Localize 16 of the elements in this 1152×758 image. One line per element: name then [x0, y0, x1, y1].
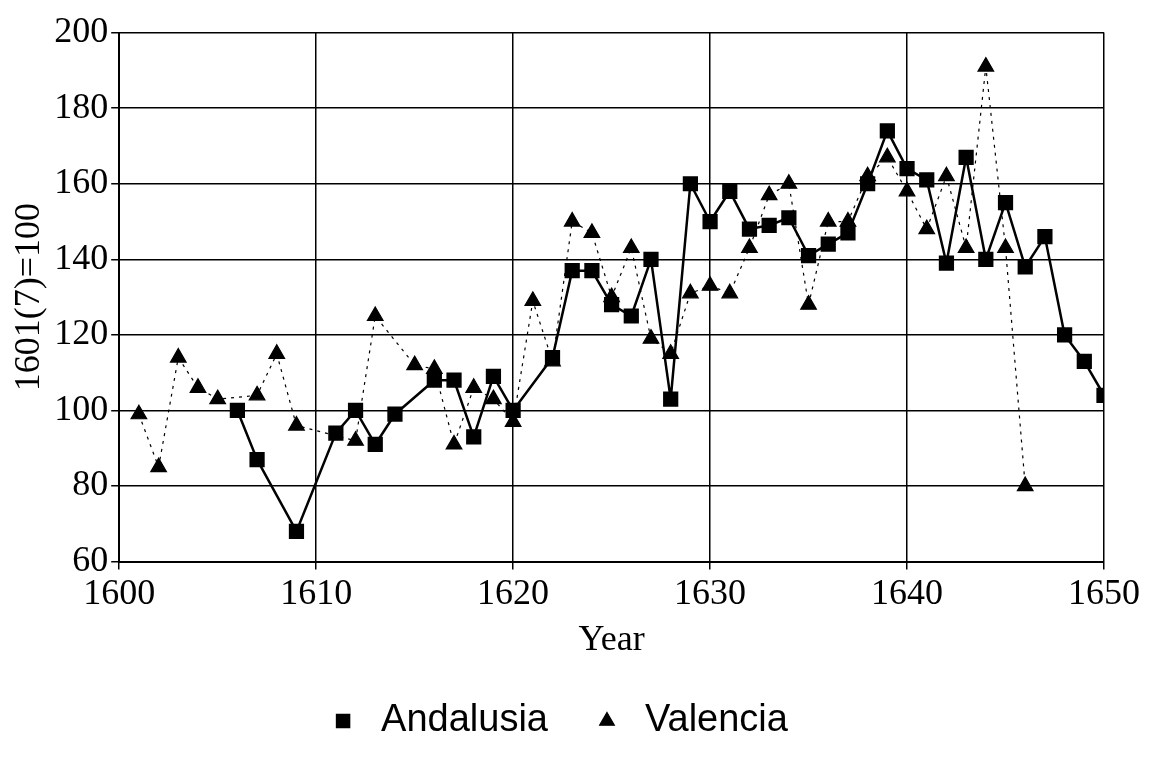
legend-label: Valencia [644, 697, 789, 740]
x-tick-label: 1650 [1068, 571, 1140, 612]
legend-label: Andalusia [381, 697, 549, 740]
y-tick-label: 80 [72, 463, 109, 504]
y-tick-label: 200 [54, 10, 109, 51]
y-tick-label: 140 [54, 236, 109, 277]
x-axis-title: Year [578, 617, 645, 658]
x-tick-label: 1640 [871, 571, 944, 612]
y-tick-label: 160 [54, 161, 109, 202]
y-axis-title: 1601(7)=100 [7, 202, 48, 392]
x-tick-label: 1620 [477, 571, 550, 612]
x-tick-label: 1630 [674, 571, 747, 612]
x-tick-label: 1610 [280, 571, 353, 612]
y-tick-label: 120 [54, 312, 109, 353]
y-tick-label: 100 [54, 387, 109, 428]
y-tick-label: 180 [54, 85, 109, 126]
